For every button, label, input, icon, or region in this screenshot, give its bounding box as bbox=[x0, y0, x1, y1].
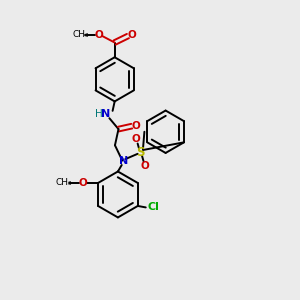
Text: Cl: Cl bbox=[148, 202, 159, 212]
Text: O: O bbox=[132, 134, 140, 144]
Text: O: O bbox=[131, 121, 140, 130]
Text: O: O bbox=[141, 160, 149, 171]
Text: CH₃: CH₃ bbox=[56, 178, 73, 188]
Text: N: N bbox=[119, 156, 128, 166]
Text: S: S bbox=[136, 146, 145, 159]
Text: N: N bbox=[101, 109, 110, 119]
Text: O: O bbox=[94, 30, 103, 40]
Text: CH₃: CH₃ bbox=[73, 30, 89, 39]
Text: H: H bbox=[95, 109, 103, 119]
Text: O: O bbox=[128, 30, 136, 40]
Text: O: O bbox=[78, 178, 87, 188]
